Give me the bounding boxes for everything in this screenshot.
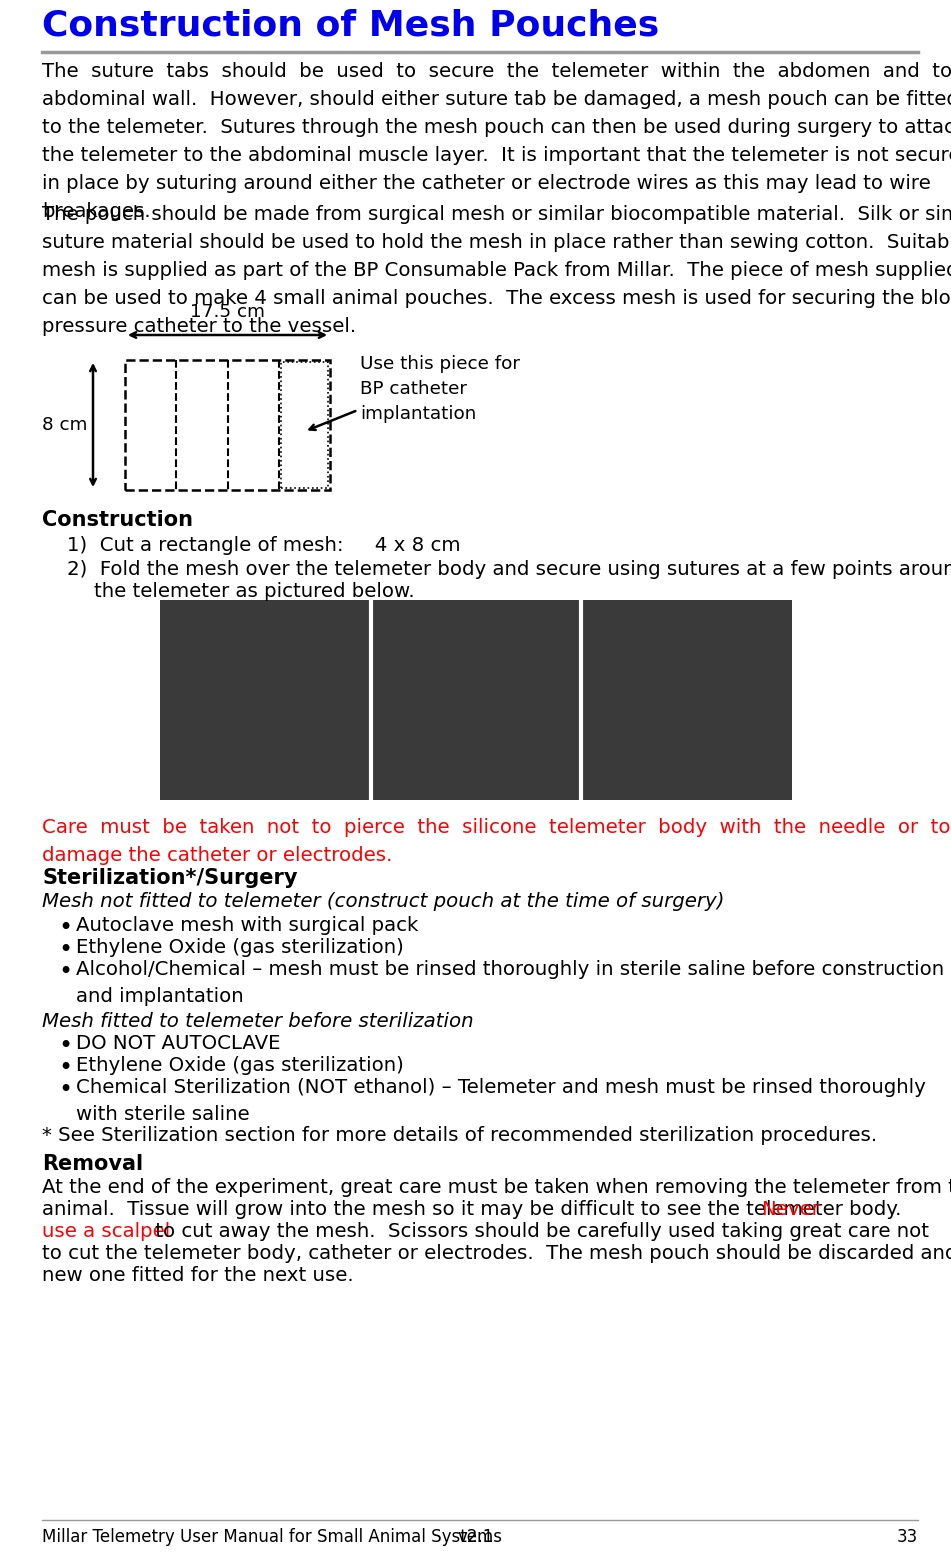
Text: At the end of the experiment, great care must be taken when removing the telemet: At the end of the experiment, great care…: [42, 1178, 951, 1197]
Text: to cut the telemeter body, catheter or electrodes.  The mesh pouch should be dis: to cut the telemeter body, catheter or e…: [42, 1245, 951, 1263]
Text: Construction of Mesh Pouches: Construction of Mesh Pouches: [42, 8, 659, 42]
Text: Removal: Removal: [42, 1155, 143, 1173]
Text: •: •: [58, 961, 72, 984]
Text: new one fitted for the next use.: new one fitted for the next use.: [42, 1266, 354, 1285]
Text: Alcohol/Chemical – mesh must be rinsed thoroughly in sterile saline before const: Alcohol/Chemical – mesh must be rinsed t…: [76, 961, 944, 1006]
Text: DO NOT AUTOCLAVE: DO NOT AUTOCLAVE: [76, 1034, 281, 1052]
Text: Ethylene Oxide (gas sterilization): Ethylene Oxide (gas sterilization): [76, 1055, 404, 1076]
Text: 33: 33: [897, 1529, 918, 1546]
Text: Care  must  be  taken  not  to  pierce  the  silicone  telemeter  body  with  th: Care must be taken not to pierce the sil…: [42, 818, 951, 864]
Text: Mesh not fitted to telemeter (construct pouch at the time of surgery): Mesh not fitted to telemeter (construct …: [42, 892, 725, 911]
Text: Mesh fitted to telemeter before sterilization: Mesh fitted to telemeter before steriliz…: [42, 1012, 474, 1031]
Text: 8 cm: 8 cm: [42, 416, 87, 435]
Text: •: •: [58, 1079, 72, 1102]
Text: The pouch should be made from surgical mesh or similar biocompatible material.  : The pouch should be made from surgical m…: [42, 205, 951, 335]
Text: •: •: [58, 1055, 72, 1080]
Text: Sterilization*/Surgery: Sterilization*/Surgery: [42, 868, 298, 888]
Text: animal.  Tissue will grow into the mesh so it may be difficult to see the teleme: animal. Tissue will grow into the mesh s…: [42, 1200, 914, 1218]
Text: Never: Never: [761, 1200, 820, 1218]
Text: Millar Telemetry User Manual for Small Animal Systems: Millar Telemetry User Manual for Small A…: [42, 1529, 502, 1546]
Text: use a scalpel: use a scalpel: [42, 1221, 170, 1242]
Text: Construction: Construction: [42, 511, 193, 529]
Text: •: •: [58, 937, 72, 962]
Text: Chemical Sterilization (NOT ethanol) – Telemeter and mesh must be rinsed thoroug: Chemical Sterilization (NOT ethanol) – T…: [76, 1079, 926, 1124]
Text: The  suture  tabs  should  be  used  to  secure  the  telemeter  within  the  ab: The suture tabs should be used to secure…: [42, 62, 951, 220]
Text: v2.1: v2.1: [457, 1529, 494, 1546]
Text: 1)  Cut a rectangle of mesh:     4 x 8 cm: 1) Cut a rectangle of mesh: 4 x 8 cm: [67, 535, 460, 556]
Text: * See Sterilization section for more details of recommended sterilization proced: * See Sterilization section for more det…: [42, 1127, 877, 1145]
Text: Autoclave mesh with surgical pack: Autoclave mesh with surgical pack: [76, 916, 418, 934]
Text: •: •: [58, 916, 72, 941]
Text: 17.5 cm: 17.5 cm: [190, 303, 265, 321]
Text: to cut away the mesh.  Scissors should be carefully used taking great care not: to cut away the mesh. Scissors should be…: [149, 1221, 929, 1242]
Bar: [160, 601, 792, 799]
Text: the telemeter as pictured below.: the telemeter as pictured below.: [94, 582, 415, 601]
Text: •: •: [58, 1034, 72, 1058]
Text: 2)  Fold the mesh over the telemeter body and secure using sutures at a few poin: 2) Fold the mesh over the telemeter body…: [67, 560, 951, 579]
Text: Ethylene Oxide (gas sterilization): Ethylene Oxide (gas sterilization): [76, 937, 404, 958]
Text: Use this piece for
BP catheter
implantation: Use this piece for BP catheter implantat…: [360, 355, 520, 424]
